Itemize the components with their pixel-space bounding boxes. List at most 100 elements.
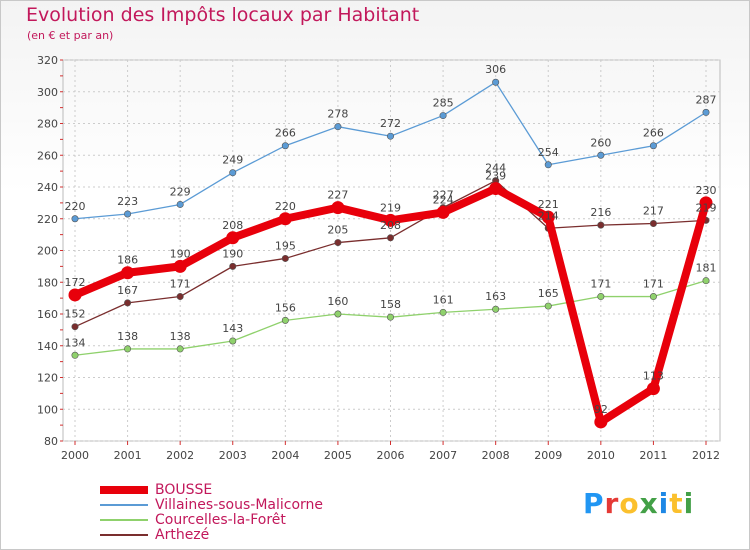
data-label: 254 [538,146,559,159]
data-label: 220 [275,200,296,213]
data-point [229,169,237,177]
data-point [439,308,447,316]
data-point [386,313,394,321]
data-label: 181 [696,262,717,275]
x-tick-label: 2009 [534,449,562,462]
data-label: 278 [327,108,348,121]
data-point [544,161,552,169]
data-point [176,293,184,301]
legend-swatch-villaines [100,503,148,506]
data-label: 171 [170,278,191,291]
y-tick-label: 280 [37,118,58,131]
data-label: 172 [65,276,86,289]
data-label: 138 [117,330,138,343]
data-point [649,142,657,150]
data-label: 220 [65,200,86,213]
data-point [278,212,292,226]
data-point [281,254,289,262]
data-label: 171 [643,278,664,291]
x-tick-label: 2005 [324,449,352,462]
data-point [489,182,503,196]
data-label: 227 [433,189,454,202]
chart-title: Evolution des Impôts locaux par Habitant [26,4,420,26]
y-tick-label: 100 [37,403,58,416]
proxiti-logo: Proxiti [583,487,694,520]
data-point [439,112,447,120]
data-label: 161 [433,293,454,306]
legend-swatch-bousse [100,485,148,494]
x-tick-label: 2003 [219,449,247,462]
data-point [702,277,710,285]
y-tick-label: 120 [37,372,58,385]
data-point [646,382,660,396]
data-point [124,345,132,353]
chart-subtitle: (en € et par an) [27,29,114,42]
data-point [71,351,79,359]
data-label: 134 [65,336,86,349]
data-label: 208 [380,219,401,232]
data-point [173,259,187,273]
logo-letter: i [658,487,670,520]
data-point [334,123,342,131]
x-tick-label: 2010 [587,449,615,462]
data-point [334,310,342,318]
data-label: 92 [594,403,608,416]
data-label: 163 [485,290,506,303]
data-point [541,210,555,224]
data-point [702,108,710,116]
logo-letter: t [669,487,684,520]
data-point [544,302,552,310]
legend-label-courcelles: Courcelles-la-Forêt [155,511,286,528]
data-point [597,151,605,159]
data-point [176,345,184,353]
logo-letter: P [583,487,605,520]
x-tick-label: 2008 [482,449,510,462]
data-point [68,288,82,302]
data-label: 244 [485,162,506,175]
data-point [699,196,713,210]
logo-letter: r [604,487,620,520]
logo-letter: i [683,487,695,520]
data-label: 214 [538,209,559,222]
legend-swatch-courcelles [100,518,148,521]
data-label: 260 [590,136,611,149]
data-label: 171 [590,278,611,291]
x-tick-label: 2012 [692,449,720,462]
data-label: 219 [696,201,717,214]
y-tick-label: 300 [37,86,58,99]
data-point [436,205,450,219]
data-label: 239 [485,170,506,183]
data-point [71,215,79,223]
data-label: 186 [117,254,138,267]
y-tick-label: 240 [37,181,58,194]
y-tick-label: 260 [37,149,58,162]
x-tick-label: 2004 [271,449,299,462]
data-label: 216 [590,206,611,219]
data-point [594,415,608,429]
data-label: 160 [327,295,348,308]
data-label: 219 [380,201,401,214]
legend-label-villaines: Villaines-sous-Malicorne [155,496,324,513]
data-label: 229 [170,185,191,198]
data-label: 158 [380,298,401,311]
logo-letter: x [639,487,659,520]
y-tick-label: 140 [37,340,58,353]
y-tick-label: 200 [37,245,58,258]
data-label: 249 [222,154,243,167]
x-tick-label: 2006 [377,449,405,462]
data-label: 143 [222,322,243,335]
x-tick-label: 2000 [61,449,89,462]
legend-item-courcelles: Courcelles-la-Forêt [100,511,323,528]
x-tick-label: 2002 [166,449,194,462]
x-tick-label: 2007 [429,449,457,462]
y-tick-label: 220 [37,213,58,226]
y-tick-label: 80 [44,435,58,448]
data-point [121,266,135,280]
data-point [597,221,605,229]
chart-legend: BOUSSE Villaines-sous-Malicorne Courcell… [100,482,324,543]
data-point [492,78,500,86]
data-label: 165 [538,287,559,300]
data-point [281,316,289,324]
data-label: 266 [643,127,664,140]
